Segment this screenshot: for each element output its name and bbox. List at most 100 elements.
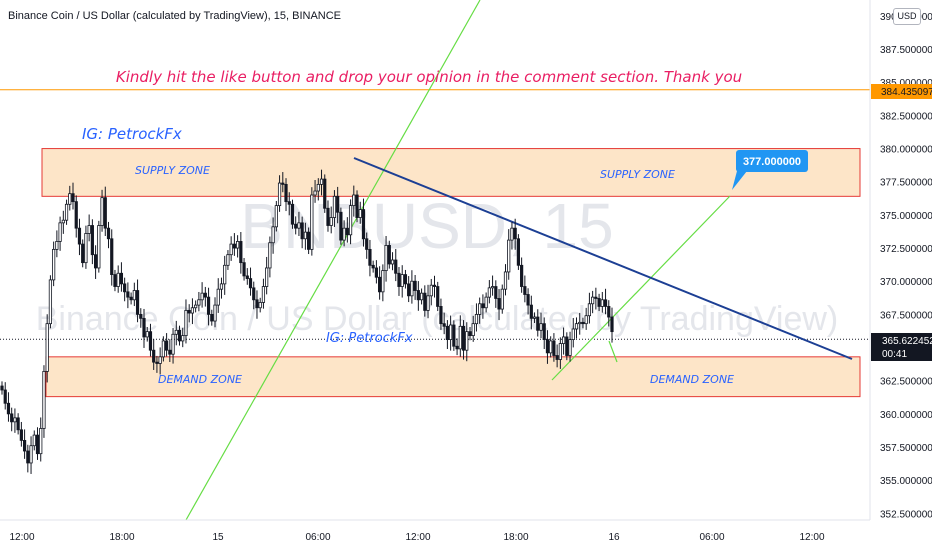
candle-body [384, 245, 388, 272]
candle-body [597, 298, 601, 307]
candle-body [39, 428, 43, 455]
candle-body [71, 193, 75, 203]
candle-body [416, 290, 420, 301]
drawing-lines [0, 0, 870, 521]
candle-body [574, 323, 579, 330]
x-tick-label: 16 [608, 532, 620, 543]
time-scale-bg [0, 520, 932, 550]
candle-body [239, 241, 243, 264]
candle-body [139, 313, 143, 319]
candle-body [358, 209, 362, 218]
demand-zone-right-label: DEMAND ZONE [650, 373, 734, 386]
candle-body [439, 306, 443, 325]
y-tick-label: 370.000000 [880, 277, 932, 288]
candle-body [361, 209, 366, 240]
y-tick-label: 357.500000 [880, 443, 932, 454]
candle-body [478, 303, 482, 315]
candle-body [174, 329, 178, 335]
candle-body [545, 339, 550, 354]
last-price-badge [871, 333, 932, 361]
y-tick-label: 385.000000 [880, 78, 932, 89]
x-tick-label: 06:00 [305, 532, 330, 543]
candle-body [342, 227, 346, 241]
candle-body [390, 259, 395, 265]
candle-body [549, 340, 553, 354]
candle-body [116, 272, 120, 287]
candle-body [568, 339, 572, 356]
candle-body [113, 274, 117, 287]
author-top: IG: PetrockFx [82, 125, 182, 143]
candle-body [168, 349, 172, 355]
candle-body [255, 299, 259, 309]
candle-body [32, 434, 36, 447]
candle-body [578, 321, 582, 325]
candle-body [565, 336, 569, 356]
candle-body [287, 201, 291, 205]
candle-body [84, 233, 88, 264]
candle-body [229, 243, 233, 256]
candle-body [561, 336, 566, 344]
candle-body [284, 183, 288, 203]
candle-body [129, 296, 133, 301]
candle-body [523, 286, 527, 295]
candle-body [339, 211, 343, 241]
candle-body [0, 385, 4, 391]
candle-body [22, 440, 27, 452]
candle-body [29, 445, 33, 464]
target-label: 377.000000 [743, 156, 801, 168]
candle-body [200, 292, 204, 301]
descending-trendline [353, 157, 853, 360]
candle-body [429, 284, 433, 297]
author-mid: IG: PetrockFx [326, 331, 413, 346]
candle-body [61, 219, 65, 224]
candle-body [184, 310, 188, 337]
candle-body [155, 361, 159, 364]
candle-body [449, 324, 453, 340]
candle-body [219, 283, 224, 290]
candle-body [290, 203, 295, 225]
candle-body [516, 238, 521, 266]
candle-body [442, 323, 446, 327]
candle-body [6, 402, 11, 415]
candle-body [600, 299, 604, 307]
currency-button[interactable]: USD [893, 8, 921, 25]
candle-body [513, 227, 517, 240]
green-trend-line [185, 0, 481, 521]
candle-body [584, 315, 588, 325]
candle-body [481, 303, 485, 309]
last-price-text: 365.622452 [882, 336, 932, 347]
level-badge [871, 84, 932, 99]
candle-body [181, 335, 185, 342]
candle-body [468, 331, 472, 337]
candle-body [487, 287, 491, 298]
candle-body [16, 417, 20, 431]
candle-body [97, 225, 101, 269]
candle-body [423, 292, 427, 311]
supply-zone-right-label: SUPPLY ZONE [600, 168, 675, 181]
candle-body [458, 325, 462, 350]
candle-body [490, 286, 495, 289]
candle-body [171, 333, 175, 355]
demand-zone [45, 356, 861, 398]
candle-body [452, 324, 456, 347]
candle-body [187, 310, 191, 314]
target-callout[interactable]: 377.000000 [732, 150, 808, 190]
candle-body [126, 291, 130, 298]
candle-body [216, 288, 220, 306]
candle-body [520, 264, 524, 287]
candle-body [210, 313, 214, 322]
x-tick-label: 12:00 [9, 532, 34, 543]
candle-body [387, 245, 391, 265]
x-tick-label: 06:00 [699, 532, 724, 543]
candle-body [587, 303, 592, 317]
candle-body [300, 222, 304, 240]
candle-body [158, 356, 162, 364]
candle-body [329, 217, 333, 226]
candle-body [368, 248, 372, 266]
candle-body [10, 413, 14, 423]
x-tick-label: 18:00 [109, 532, 134, 543]
candle-body [77, 227, 82, 245]
candle-body [35, 434, 40, 455]
